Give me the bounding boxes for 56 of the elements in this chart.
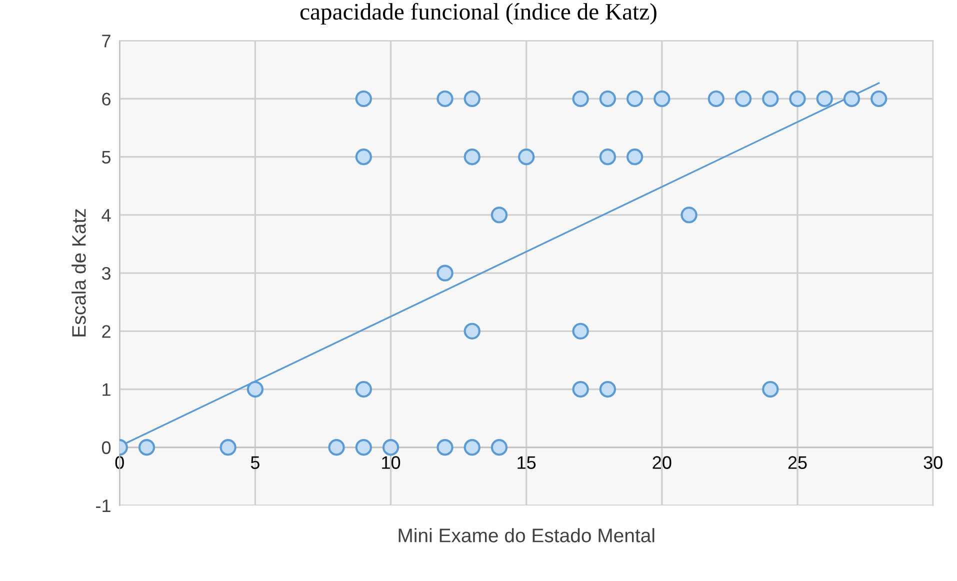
point bbox=[355, 380, 372, 398]
x-tick-label: 15 bbox=[518, 456, 536, 469]
point bbox=[843, 90, 860, 108]
point bbox=[870, 90, 888, 108]
y-tick-label: 6 bbox=[102, 92, 110, 106]
point bbox=[382, 439, 400, 456]
point bbox=[220, 439, 236, 456]
point bbox=[599, 90, 616, 108]
point bbox=[734, 90, 752, 108]
x-tick-label: 5 bbox=[250, 456, 260, 469]
y-tick-label: -1 bbox=[96, 500, 110, 512]
point bbox=[138, 439, 156, 456]
point bbox=[490, 439, 508, 456]
x-tick-label: 25 bbox=[788, 456, 807, 469]
point bbox=[464, 439, 480, 456]
point bbox=[436, 439, 454, 456]
point bbox=[626, 148, 644, 166]
y-tick-label: 5 bbox=[102, 150, 111, 164]
y-tick-label: 1 bbox=[102, 383, 110, 396]
point bbox=[518, 148, 535, 166]
x-tick-label: 10 bbox=[382, 456, 400, 469]
point bbox=[762, 380, 779, 398]
chart-title: capacidade funcional (índice de Katz) bbox=[300, 2, 656, 25]
point bbox=[490, 206, 508, 224]
point bbox=[599, 148, 616, 166]
point bbox=[572, 90, 589, 108]
point bbox=[355, 439, 372, 456]
point bbox=[464, 322, 480, 340]
point bbox=[654, 90, 670, 108]
point bbox=[355, 90, 372, 108]
point bbox=[355, 148, 372, 166]
y-tick-label: 4 bbox=[102, 209, 111, 222]
point bbox=[626, 90, 644, 108]
point bbox=[464, 148, 480, 166]
point bbox=[436, 90, 454, 108]
y-tick-label: 3 bbox=[102, 267, 110, 280]
x-tick-label: 0 bbox=[115, 456, 124, 469]
point bbox=[246, 380, 264, 398]
point bbox=[572, 322, 589, 340]
y-tick-label: 2 bbox=[102, 325, 110, 338]
point bbox=[762, 90, 779, 108]
y-tick-label: 7 bbox=[102, 34, 110, 48]
y-axis-title: Escala de Katz bbox=[72, 209, 86, 336]
point bbox=[680, 206, 698, 224]
y-tick-label: 0 bbox=[102, 441, 111, 454]
x-tick-label: 20 bbox=[652, 456, 672, 469]
point bbox=[436, 264, 454, 282]
point bbox=[816, 90, 833, 108]
point bbox=[328, 439, 345, 456]
point bbox=[599, 380, 616, 398]
x-tick-label: 30 bbox=[924, 456, 942, 469]
point bbox=[464, 90, 480, 108]
point bbox=[572, 380, 589, 398]
x-axis-title: Mini Exame do Estado Mental bbox=[398, 528, 654, 542]
point bbox=[708, 90, 724, 108]
point bbox=[789, 90, 806, 108]
